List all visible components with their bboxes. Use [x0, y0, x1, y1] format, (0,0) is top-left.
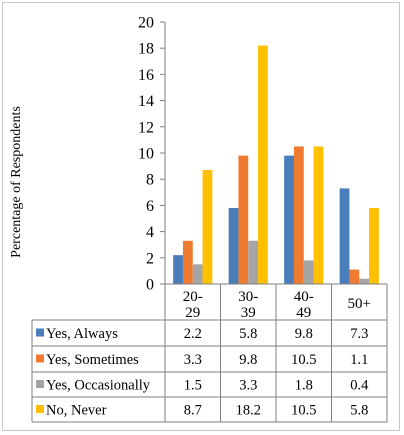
- data-table-cell: 9.8: [295, 326, 313, 342]
- data-table-cell: 1.5: [184, 378, 202, 394]
- legend-label: Yes, Always: [46, 326, 118, 342]
- legend-swatch: [36, 405, 44, 413]
- legend-swatch: [36, 354, 44, 363]
- data-table-cell: 3.3: [239, 378, 257, 394]
- bar: [284, 155, 294, 284]
- bar: [258, 45, 268, 284]
- bar: [349, 269, 360, 284]
- data-table-cell: 18.2: [236, 403, 261, 419]
- bar: [339, 188, 350, 284]
- data-table-cell: 2.2: [184, 326, 202, 342]
- bar: [369, 208, 379, 284]
- bar: [313, 146, 324, 284]
- bar: [192, 264, 203, 284]
- data-table-cell: 8.7: [184, 403, 202, 419]
- y-tick-label: 8: [146, 172, 154, 189]
- data-table-cell: 10.5: [291, 352, 316, 368]
- data-table-cell: 0.4: [350, 378, 369, 394]
- bar: [182, 240, 193, 284]
- data-table-cell: 1.1: [350, 352, 368, 368]
- y-tick-label: 12: [138, 119, 154, 136]
- legend-swatch: [36, 328, 44, 337]
- data-table-cell: 7.3: [350, 326, 368, 342]
- bar: [202, 170, 213, 284]
- bar: [228, 208, 239, 284]
- legend-label: No, Never: [46, 403, 107, 419]
- data-table-cell: 9.8: [239, 352, 257, 368]
- legend-label: Yes, Occasionally: [46, 378, 151, 394]
- x-category-label: 20-: [183, 289, 203, 305]
- data-table-cell: 5.8: [239, 326, 257, 342]
- y-tick-label: 20: [138, 15, 154, 32]
- legend-label: Yes, Sometimes: [46, 352, 139, 368]
- bar: [238, 155, 249, 284]
- y-tick-label: 6: [146, 198, 154, 215]
- bar: [248, 240, 259, 284]
- data-table-cell: 10.5: [291, 403, 316, 419]
- y-tick-label: 14: [138, 93, 154, 110]
- y-tick-label: 0: [146, 277, 154, 294]
- data-table-cell: 3.3: [184, 352, 202, 368]
- bar: [359, 278, 370, 284]
- x-category-label: 50+: [348, 296, 371, 312]
- x-category-label: 40-: [294, 289, 314, 305]
- x-category-label: 30-: [238, 289, 258, 305]
- data-table-cell: 1.8: [295, 378, 313, 394]
- y-tick-label: 10: [138, 146, 154, 163]
- x-category-label: 39: [241, 305, 256, 321]
- legend-swatch: [36, 380, 44, 388]
- y-tick-label: 18: [138, 41, 154, 58]
- y-tick-label: 4: [146, 224, 154, 241]
- data-table-cell: 5.8: [350, 403, 368, 419]
- bar: [303, 260, 314, 284]
- y-tick-label: 16: [138, 67, 154, 84]
- x-category-label: 29: [185, 305, 200, 321]
- bar: [173, 255, 183, 284]
- x-category-label: 49: [296, 305, 311, 321]
- chart-frame: [2, 2, 400, 431]
- bar: [293, 146, 304, 284]
- y-tick-label: 2: [146, 250, 154, 267]
